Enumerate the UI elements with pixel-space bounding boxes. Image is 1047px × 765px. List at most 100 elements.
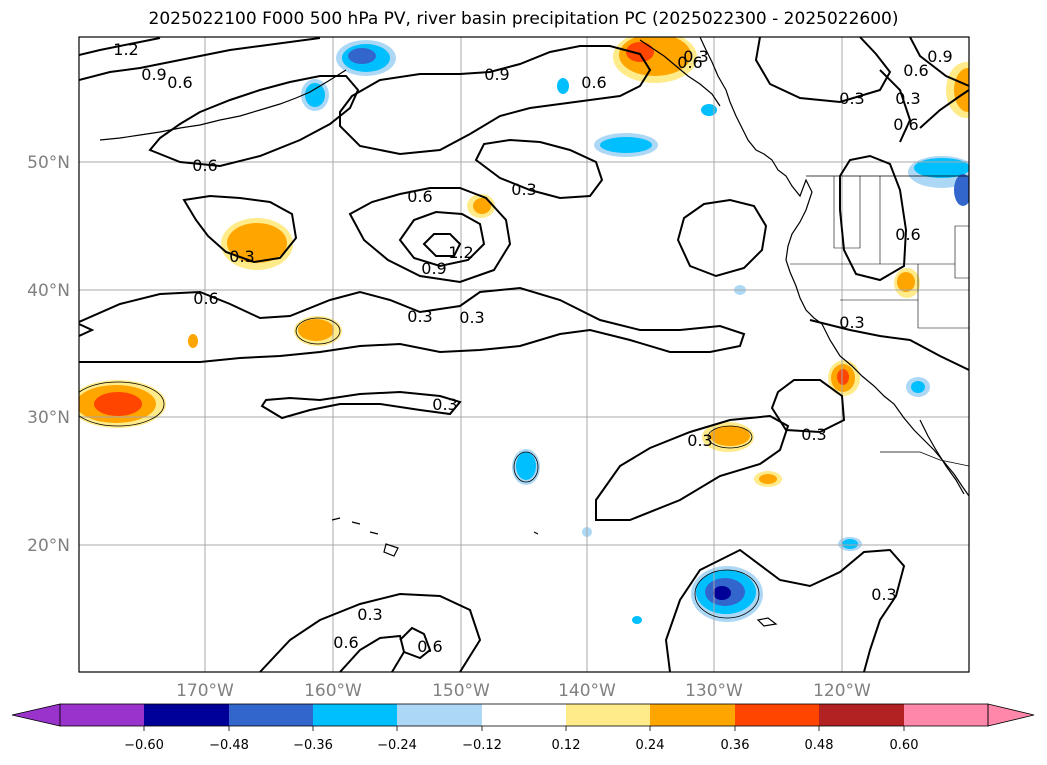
pv-contour [595, 414, 790, 521]
pv-contour [339, 45, 652, 156]
pv-contour [664, 548, 906, 672]
pv-contour [260, 390, 462, 420]
colorbar-segment [229, 704, 313, 726]
lat-label: 40°N [27, 281, 70, 301]
colorbar-segment [397, 704, 482, 726]
pv-contour [879, 69, 912, 143]
contour-label: 0.3 [432, 395, 457, 414]
map-frame [78, 36, 970, 673]
colorbar-segment [566, 704, 650, 726]
precip-blob [954, 174, 969, 206]
contour-label: 0.9 [421, 259, 446, 278]
lat-labels: 50°N 40°N 30°N 20°N [27, 153, 70, 556]
contour-label: 0.3 [459, 308, 484, 327]
contour-label: 0.6 [167, 73, 192, 92]
lon-label: 130°W [685, 681, 743, 701]
precip-blob [188, 334, 198, 348]
colorbar-segment [482, 704, 566, 726]
colorbar-tick-label: 0.12 [552, 738, 581, 753]
pv-contour [474, 138, 604, 200]
pv-contour [676, 198, 768, 278]
contour-label: 0.3 [839, 313, 864, 332]
contour-label: 1.2 [113, 40, 138, 59]
precip-blob [897, 272, 915, 292]
precip-blob [701, 104, 717, 116]
colorbar-segment [819, 704, 904, 726]
pv-contour [348, 187, 512, 284]
small-islands [533, 531, 778, 627]
lon-label: 120°W [813, 681, 871, 701]
precip-blob [911, 381, 925, 393]
pv-contour [809, 319, 969, 371]
precip-blob [305, 83, 325, 107]
contour-label: 0.6 [581, 73, 606, 92]
precip-blob [954, 68, 969, 112]
colorbar-tick-label: −0.24 [377, 738, 417, 753]
contour-label: 0.6 [903, 61, 928, 80]
lat-label: 30°N [27, 408, 70, 428]
contour-label: 0.9 [927, 47, 952, 66]
colorbar-tick-label: 0.24 [636, 738, 665, 753]
lon-label: 160°W [304, 681, 362, 701]
lon-labels: 170°W 160°W 150°W 140°W 130°W 120°W [176, 681, 871, 701]
pv-contour [79, 323, 95, 337]
pv-contour [182, 194, 298, 264]
contour-label: 0.3 [839, 89, 864, 108]
precip-blob [516, 452, 536, 480]
precip-blob [710, 426, 750, 446]
contour-label: 0.6 [192, 156, 217, 175]
island-hawaii [331, 517, 399, 557]
precip-blob [94, 392, 142, 416]
colorbar-segment [313, 704, 397, 726]
lat-label: 50°N [27, 153, 70, 173]
pv-contour [399, 626, 432, 660]
contour-labels: 1.2 0.9 0.6 0.6 0.9 0.6 0.6 0.3 0.6 0.3 … [113, 40, 952, 656]
precip-outlines [79, 317, 760, 619]
colorbar-segment [144, 704, 229, 726]
map-title: 2025022100 F000 500 hPa PV, river basin … [148, 9, 899, 29]
pv-contour [839, 154, 908, 282]
pv-contour [148, 75, 360, 168]
precip-blob [626, 42, 654, 62]
contour-label: 0.6 [895, 225, 920, 244]
state-borders [790, 176, 969, 329]
contour-label: 0.9 [484, 65, 509, 84]
contour-label: 0.3 [407, 307, 432, 326]
contour-label: 0.6 [677, 53, 702, 72]
contour-label: 0.6 [333, 633, 358, 652]
contour-label: 0.3 [801, 425, 826, 444]
contour-label: 1.2 [448, 243, 473, 262]
colorbar-extend-right [987, 703, 1035, 727]
precip-blob [713, 586, 731, 600]
colorbar-segment [904, 704, 988, 726]
lon-label: 170°W [176, 681, 234, 701]
precip-blob [298, 319, 334, 341]
precip-blob [759, 474, 777, 484]
contour-label: 0.6 [417, 637, 442, 656]
colorbar-extend-left [11, 703, 61, 727]
pv-contour [919, 89, 969, 129]
colorbar-tick-label: −0.60 [124, 738, 164, 753]
contour-label: 0.6 [193, 289, 218, 308]
contour-label: 0.6 [893, 115, 918, 134]
colorbar-frame [59, 703, 989, 727]
precip-blob [842, 539, 858, 549]
pv-contour [79, 37, 161, 56]
colorbar-tick-label: 0.36 [721, 738, 750, 753]
coastlines [99, 37, 969, 627]
contour-label: 0.3 [511, 180, 536, 199]
pv-contour [422, 233, 462, 257]
pv-contour [79, 37, 321, 81]
coastline-north-america [699, 37, 969, 497]
precip-blob [348, 48, 376, 64]
contour-label: 0.3 [895, 89, 920, 108]
border-us-mexico [880, 451, 969, 467]
precip-blob [227, 223, 287, 263]
coastline-baja [919, 419, 965, 495]
precip-blob [473, 198, 491, 214]
contour-label: 0.6 [407, 187, 432, 206]
lat-label: 20°N [27, 536, 70, 556]
precip-blob [837, 369, 849, 385]
lon-label: 150°W [432, 681, 490, 701]
